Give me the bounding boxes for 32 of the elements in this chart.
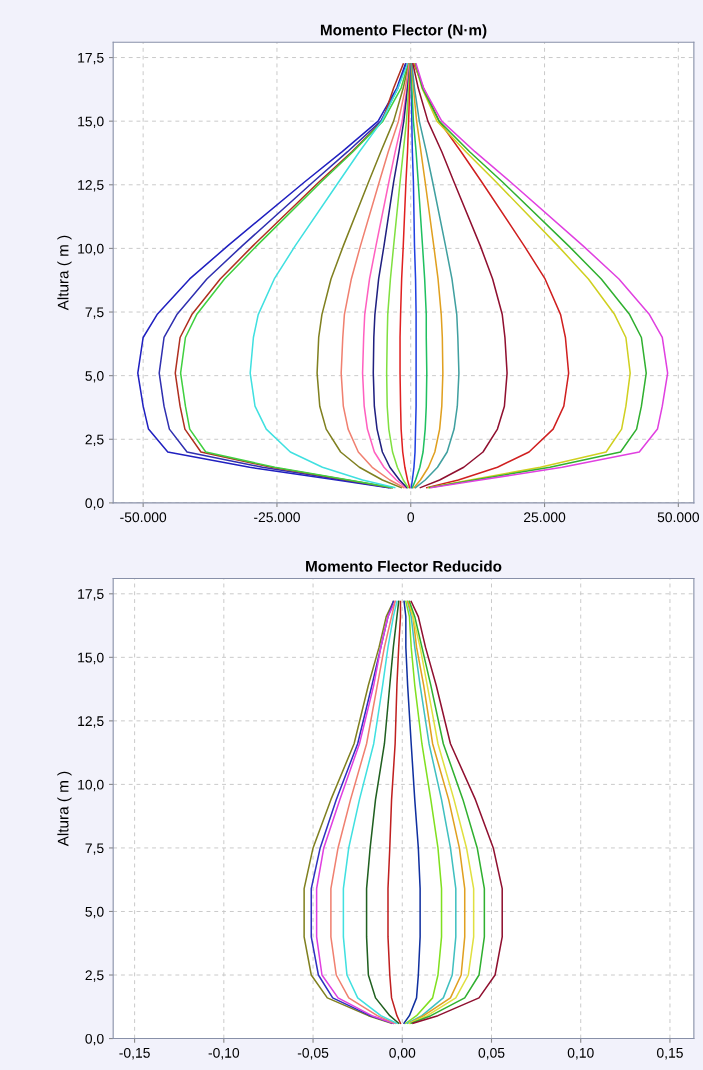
x-tick-label: 0,05 [478,1047,505,1060]
y-tick-label: 15,0 [78,116,104,128]
x-tick-label: -50.000 [120,512,167,523]
x-tick-label: 25.000 [524,512,566,523]
y-tick-label: 17,5 [78,53,104,65]
y-tick-label: 15,0 [78,652,104,665]
y-axis-title: Altura ( m ) [57,771,72,847]
x-tick-label: -0,15 [119,1047,150,1060]
y-tick-label: 0,0 [85,1033,104,1046]
y-tick-label: 2,5 [85,970,104,982]
y-axis-title: Altura ( m ) [57,235,72,311]
y-tick-label: 5,0 [85,906,104,919]
y-tick-label: 7,5 [85,307,104,319]
y-tick-label: 12,5 [78,180,104,192]
x-tick-label: 0 [407,512,415,523]
y-tick-label: 2,5 [85,434,104,447]
x-tick-label: 0,00 [389,1047,416,1060]
y-tick-label: 12,5 [78,716,104,728]
x-tick-label: 0,10 [567,1047,594,1060]
y-tick-label: 17,5 [78,589,104,601]
y-tick-label: 10,0 [78,243,104,256]
y-tick-label: 5,0 [85,370,104,383]
x-tick-label: 0,15 [656,1047,683,1060]
y-tick-label: 0,0 [85,498,104,510]
x-tick-label: -25.000 [254,512,300,523]
chart-title: Momento Flector Reducido [306,560,502,572]
x-tick-label: -0,10 [208,1047,240,1060]
x-tick-label: -0,05 [297,1047,329,1060]
y-tick-label: 10,0 [78,779,104,792]
x-tick-label: 50.000 [657,512,700,523]
chart-title: Momento Flector (N·m) [320,24,487,39]
y-tick-label: 7,5 [85,843,104,855]
